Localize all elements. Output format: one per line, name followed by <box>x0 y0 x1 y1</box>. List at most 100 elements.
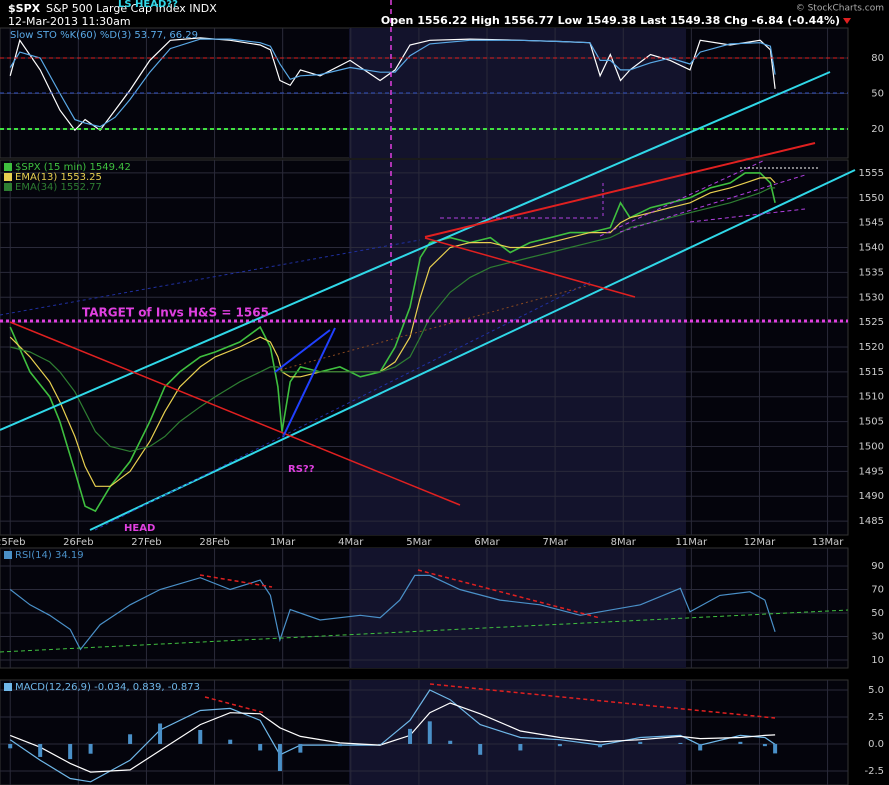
x-tick-label: 5Mar <box>406 537 432 548</box>
y-tick-label: 1525 <box>859 317 884 328</box>
trend-line <box>424 237 636 298</box>
y-tick-label: 50 <box>871 89 884 100</box>
annotation: TARGET of Invs H&S = 1565 <box>82 306 269 320</box>
legend-entry: RSI(14) 34.19 <box>15 550 84 561</box>
y-tick-label: -2.5 <box>864 766 884 777</box>
y-tick-label: 1495 <box>859 466 884 477</box>
histogram-bar <box>198 729 203 744</box>
trend-line <box>424 142 816 238</box>
series-line <box>9 38 776 128</box>
trend-line <box>0 609 849 653</box>
legend-swatch <box>4 183 12 191</box>
series-line <box>9 702 776 773</box>
series-line <box>9 689 776 783</box>
legend-entry: EMA(13) 1553.25 <box>15 172 102 183</box>
histogram-bar <box>448 740 453 744</box>
y-tick-label: 2.5 <box>868 712 884 723</box>
shade <box>349 680 686 785</box>
divergence-line <box>429 683 776 719</box>
drawn-trendlines <box>0 0 856 719</box>
histogram-bar <box>762 743 767 747</box>
histogram-bar <box>158 723 163 744</box>
histogram-bar <box>638 741 643 744</box>
histogram-bar <box>337 743 342 747</box>
trend-line <box>0 239 421 316</box>
histogram-bar <box>8 743 13 749</box>
panel-title: Slow STO %K(60) %D(3) 53.77, 66.29 <box>10 30 198 41</box>
security-name: S&P 500 Large Cap Index INDX <box>46 2 217 15</box>
symbol: $SPX <box>8 2 41 15</box>
legend-swatch <box>4 551 12 559</box>
legend-swatch <box>4 683 12 691</box>
legend-entry: MACD(12,26,9) -0.034, 0.839, -0.873 <box>15 682 200 693</box>
y-tick-label: 1500 <box>859 441 884 452</box>
legend-entry: $SPX (15 min) 1549.42 <box>15 162 131 173</box>
series-line <box>9 574 776 651</box>
y-tick-label: 1520 <box>859 342 884 353</box>
trend-line <box>9 321 461 506</box>
x-tick-label: 25Feb <box>0 537 25 548</box>
y-tick-label: 1540 <box>859 243 884 254</box>
histogram-bar <box>277 743 282 771</box>
datetime: 12-Mar-2013 11:30am <box>8 15 131 28</box>
divergence-line <box>204 696 266 714</box>
wedge-line <box>599 159 766 237</box>
x-tick-label: 28Feb <box>199 537 229 548</box>
y-tick-label: 1555 <box>859 168 884 179</box>
histogram-bar <box>598 743 603 748</box>
y-tick-label: 20 <box>871 124 884 135</box>
x-tick-label: 11Mar <box>676 537 708 548</box>
legend-entry: EMA(34) 1552.77 <box>15 182 102 193</box>
quote: Open 1556.22 High 1556.77 Low 1549.38 La… <box>381 14 840 27</box>
histogram-bar <box>408 728 413 744</box>
panel-data <box>0 548 848 668</box>
histogram-bar <box>678 742 683 744</box>
y-tick-label: 0.0 <box>868 739 884 750</box>
x-tick-label: 6Mar <box>474 537 500 548</box>
histogram-bar <box>557 743 562 747</box>
trend-line <box>279 284 591 371</box>
histogram-bar <box>298 743 303 753</box>
x-tick-label: 1Mar <box>270 537 296 548</box>
histogram-bar <box>427 721 432 744</box>
divergence-line <box>199 574 273 588</box>
channel-line <box>0 71 831 431</box>
trend-line <box>274 329 331 373</box>
y-tick-label: 30 <box>871 632 884 643</box>
histogram-bar <box>773 743 778 754</box>
shade <box>349 28 686 158</box>
y-tick-label: 50 <box>871 608 884 619</box>
histogram-bar <box>478 743 483 755</box>
divergence-line <box>417 569 601 619</box>
panel-data <box>0 160 848 535</box>
legend-swatch <box>4 163 12 171</box>
y-tick-label: 1545 <box>859 218 884 229</box>
histogram-bar <box>128 734 133 744</box>
credit: © StockCharts.com <box>796 4 884 14</box>
legend-swatch <box>4 173 12 181</box>
y-tick-label: 1550 <box>859 193 884 204</box>
x-tick-label: 8Mar <box>611 537 637 548</box>
panels <box>0 27 849 785</box>
x-tick-label: 13Mar <box>812 537 844 548</box>
y-tick-label: 1505 <box>859 417 884 428</box>
x-tick-label: 27Feb <box>131 537 161 548</box>
x-tick-label: 26Feb <box>63 537 93 548</box>
y-tick-label: 5.0 <box>868 685 884 696</box>
y-tick-label: 1515 <box>859 367 884 378</box>
trend-line <box>94 281 591 531</box>
x-tick-label: 7Mar <box>542 537 568 548</box>
y-tick-label: 10 <box>871 655 884 666</box>
histogram-bar <box>518 743 523 751</box>
y-tick-label: 90 <box>871 561 884 572</box>
histogram-bar <box>378 743 383 745</box>
histogram-bar <box>88 743 93 754</box>
y-tick-label: 1530 <box>859 292 884 303</box>
histogram-bar <box>258 743 263 751</box>
y-tick-label: 80 <box>871 53 884 64</box>
histogram-bar <box>738 741 743 744</box>
channel-line <box>89 169 856 531</box>
histogram-bar <box>68 743 73 760</box>
